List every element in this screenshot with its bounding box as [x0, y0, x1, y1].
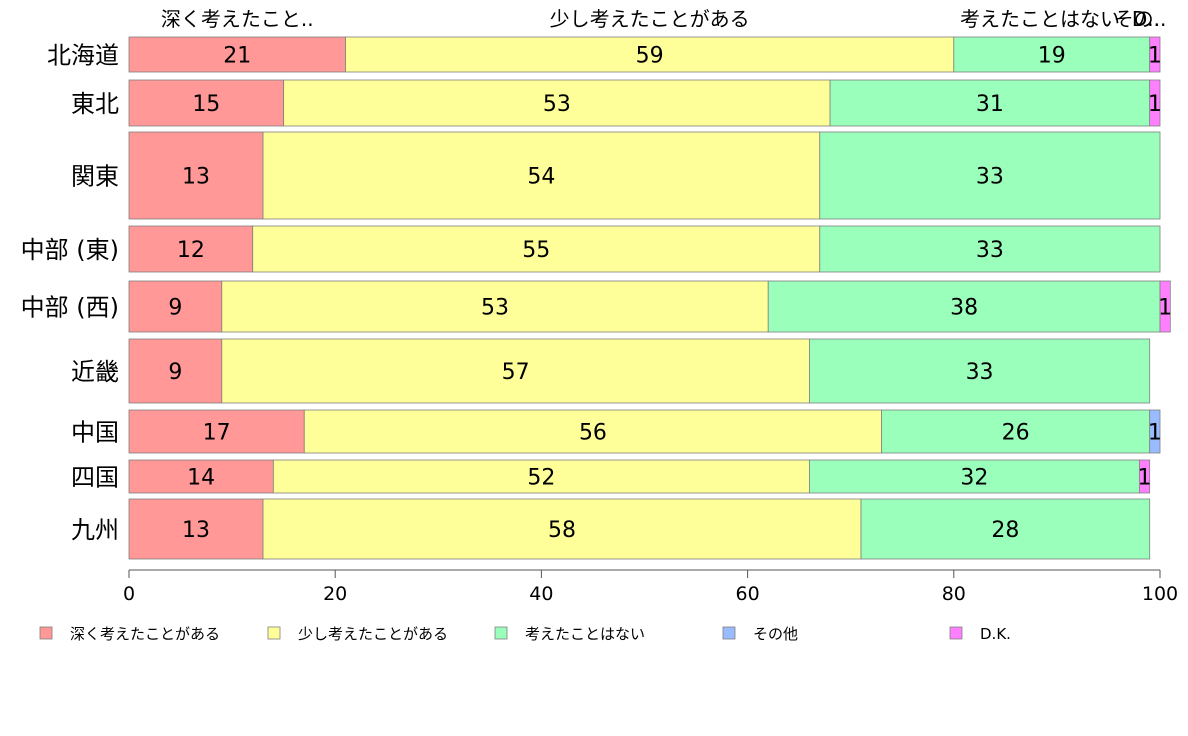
bar-value-label: 14 — [187, 466, 215, 491]
bar-value-label: 53 — [543, 92, 571, 117]
bar-segment — [128, 459, 274, 494]
bar-value-label: 13 — [182, 518, 210, 543]
bar-value-label: 13 — [182, 165, 210, 190]
bar-segment — [1149, 79, 1161, 127]
bar-segment — [809, 338, 1151, 404]
legend-swatch — [494, 626, 508, 640]
bar-segment — [262, 498, 862, 560]
y-axis-label: 中部 (東) — [21, 236, 119, 264]
top-series-label: 考えたことはない — [960, 7, 1120, 31]
bar-segment — [1138, 459, 1151, 494]
bar-segment — [829, 79, 1151, 127]
x-tick-label: 20 — [323, 583, 347, 605]
y-axis-label: 関東 — [71, 163, 119, 191]
bar-segment — [128, 409, 305, 454]
legend-swatch — [722, 626, 736, 640]
bar-segment — [1149, 36, 1161, 73]
bar-value-label: 33 — [966, 360, 994, 385]
bar-segment — [819, 225, 1161, 273]
bar-segment — [272, 459, 810, 494]
legend-label: その他 — [753, 625, 798, 643]
y-axis-label: 北海道 — [47, 42, 119, 70]
x-tick-label: 0 — [123, 583, 135, 605]
legend: 深く考えたことがある 少し考えたことがある 考えたことはない その他 D.K. — [39, 625, 1011, 643]
bar-segment — [128, 280, 223, 333]
bar-value-label: 54 — [527, 165, 555, 190]
x-tick-label: 40 — [529, 583, 553, 605]
bar-segment — [819, 131, 1161, 220]
y-axis-label: 近畿 — [71, 358, 119, 386]
bar-value-label: 58 — [548, 518, 576, 543]
bar-value-label: 59 — [636, 44, 664, 69]
bar-segment — [860, 498, 1151, 560]
bar-segment — [809, 459, 1140, 494]
bar-value-label: 12 — [177, 238, 205, 263]
y-axis-label: 中国 — [71, 419, 119, 447]
legend-swatch — [39, 626, 53, 640]
legend-label: 考えたことはない — [525, 625, 645, 643]
bar-value-label: 9 — [168, 296, 182, 321]
y-axis-label: 東北 — [71, 90, 119, 118]
bar-segment — [881, 409, 1151, 454]
bar-segment — [303, 409, 883, 454]
top-series-label: 少し考えたことがある — [550, 7, 750, 31]
bar-value-label: 21 — [223, 44, 251, 69]
bar-value-label: 38 — [950, 296, 978, 321]
y-axis-label: 九州 — [71, 516, 119, 544]
bar-value-label: 15 — [192, 92, 220, 117]
x-tick-label: 80 — [942, 583, 966, 605]
bar-value-label: 17 — [203, 421, 231, 446]
bar-segment — [128, 36, 346, 73]
legend-label: 少し考えたことがある — [298, 625, 448, 643]
bar-value-label: 33 — [976, 165, 1004, 190]
legend-label: D.K. — [980, 625, 1011, 643]
bar-value-label: 53 — [481, 296, 509, 321]
top-series-label: その.. — [1114, 7, 1167, 31]
x-tick-label: 100 — [1142, 583, 1178, 605]
bar-segment — [128, 338, 223, 404]
bar-value-label: 31 — [976, 92, 1004, 117]
bar-segment — [1149, 409, 1161, 454]
bar-segment — [128, 498, 264, 560]
bar-segment — [221, 338, 810, 404]
y-axis-label: 中部 (西) — [21, 294, 119, 322]
legend-swatch — [267, 626, 281, 640]
bar-value-label: 26 — [1002, 421, 1030, 446]
bar-value-label: 33 — [976, 238, 1004, 263]
bar-value-label: 28 — [991, 518, 1019, 543]
legend-label: 深く考えたことがある — [70, 625, 220, 643]
bar-value-label: 1 — [1148, 44, 1162, 69]
x-axis: 0 20 40 60 80 100 — [123, 569, 1178, 605]
bar-value-label: 1 — [1158, 296, 1172, 321]
bar-segment — [128, 131, 264, 220]
bar-segment — [767, 280, 1161, 333]
bar-segment — [252, 225, 821, 273]
bar-value-label: 57 — [502, 360, 530, 385]
bar-value-label: 52 — [527, 466, 555, 491]
legend-swatch — [949, 626, 963, 640]
bar-segment — [262, 131, 821, 220]
bar-segment — [283, 79, 831, 127]
top-series-label: D.. — [1132, 7, 1160, 31]
bar-value-label: 55 — [522, 238, 550, 263]
y-axis-label: 四国 — [71, 464, 119, 492]
x-tick-label: 60 — [736, 583, 760, 605]
bar-value-label: 32 — [960, 466, 988, 491]
bar-value-label: 19 — [1038, 44, 1066, 69]
bar-value-label: 9 — [168, 360, 182, 385]
bar-value-label: 1 — [1138, 466, 1152, 491]
bar-segment — [1159, 280, 1171, 333]
bar-segment — [345, 36, 955, 73]
bar-segment — [953, 36, 1151, 73]
bar-value-label: 1 — [1148, 92, 1162, 117]
top-series-label: 深く考えたこと.. — [161, 7, 314, 31]
bar-value-label: 1 — [1148, 421, 1162, 446]
bar-value-label: 56 — [579, 421, 607, 446]
bar-segment — [221, 280, 769, 333]
